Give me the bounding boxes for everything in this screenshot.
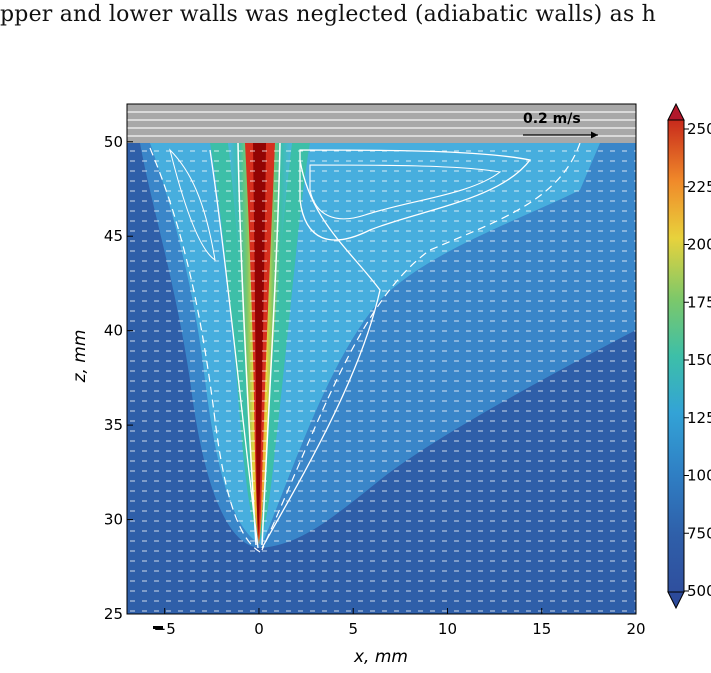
colorbar-tick-label: 1500 — [687, 351, 711, 369]
velocity-scale-arrowhead-icon — [591, 131, 598, 139]
colorbar-tick-label: 750 — [687, 524, 711, 542]
streamline-4 — [261, 159, 381, 549]
y-tick-label: 40 — [104, 322, 123, 340]
colorbar-fill — [668, 120, 684, 592]
figure-svg: 0.2 m/s −5 0 5 10 15 20 25 30 35 40 45 50 x, mm z,… — [70, 102, 711, 667]
colorbar-tick-label: 2250 — [687, 178, 711, 196]
contour-plot — [127, 104, 636, 614]
colorbar-bottom-triangle — [667, 591, 685, 610]
colorbar-tick-label: 2500 — [687, 120, 711, 138]
colorbar-tick-label: 2000 — [687, 236, 711, 254]
x-tick-label: 0 — [254, 620, 264, 638]
figure: 0.2 m/s −5 0 5 10 15 20 25 30 35 40 45 50 x, mm z,… — [0, 60, 711, 669]
streamline-3 — [209, 149, 259, 549]
y-tick-label: 50 — [104, 133, 123, 151]
y-tick-label: 45 — [104, 227, 123, 245]
y-tick-label: 25 — [104, 605, 123, 623]
minus-five-marker — [153, 626, 163, 629]
recirculation-cell-2 — [309, 164, 502, 220]
x-tick-label: 15 — [532, 620, 551, 638]
streamline-2 — [261, 142, 281, 546]
colorbar-ticks: 500 750 1000 1250 1500 1750 2000 2250 2500 — [684, 120, 711, 600]
colorbar-tick-label: 1250 — [687, 409, 711, 427]
recirculation-cell-1 — [299, 149, 532, 241]
velocity-scale-label: 0.2 m/s — [523, 111, 581, 127]
x-tick-label: −5 — [154, 620, 176, 638]
streamline-1 — [237, 142, 257, 546]
velocity-vectors — [127, 143, 636, 614]
streamline-5 — [149, 147, 261, 553]
y-axis-ticks: 25 30 35 40 45 50 — [104, 133, 133, 623]
recirculation-cell-3 — [169, 148, 216, 262]
colorbar-tick-label: 1000 — [687, 467, 711, 485]
y-tick-label: 30 — [104, 511, 123, 529]
x-axis-ticks: −5 0 5 10 15 20 — [154, 608, 646, 638]
x-tick-label: 10 — [438, 620, 457, 638]
caption-text: pper and lower walls was neglected (adia… — [0, 2, 656, 27]
plot-frame — [126, 103, 637, 615]
colorbar-tick-label: 1750 — [687, 293, 711, 311]
y-axis-label: z, mm — [70, 330, 90, 384]
wall-hatching — [127, 111, 636, 137]
colorbar: 500 750 1000 1250 1500 1750 2000 2250 2500 — [667, 102, 711, 610]
x-axis-label: x, mm — [353, 647, 408, 667]
colorbar-top-triangle — [667, 102, 685, 121]
y-tick-label: 35 — [104, 416, 123, 434]
colorbar-frame — [667, 119, 685, 593]
x-tick-label: 5 — [348, 620, 358, 638]
streamline-6 — [261, 142, 581, 551]
colorbar-tick-label: 500 — [687, 582, 711, 600]
x-tick-label: 20 — [626, 620, 645, 638]
